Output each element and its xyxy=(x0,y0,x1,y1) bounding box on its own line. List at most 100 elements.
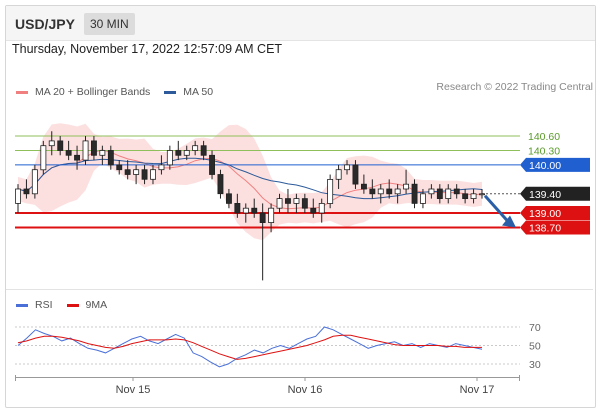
candle xyxy=(91,136,97,161)
candle-body xyxy=(445,188,452,200)
candle-body xyxy=(293,198,300,204)
candle-body xyxy=(57,140,64,151)
forecast-arrow xyxy=(483,194,510,223)
ma9-swatch-icon xyxy=(66,303,79,307)
candle-body xyxy=(470,193,477,200)
candle xyxy=(116,160,123,175)
candle xyxy=(183,145,190,161)
candle-body xyxy=(242,207,249,214)
candle xyxy=(23,179,30,199)
timeframe-button[interactable]: 30 MIN xyxy=(84,13,135,35)
candle xyxy=(276,193,283,214)
candle-body xyxy=(428,188,435,195)
forecast-arrow-head xyxy=(502,215,516,228)
ma50-line xyxy=(17,157,483,200)
candle xyxy=(386,179,393,199)
last-tag xyxy=(520,186,590,201)
rsi-ma-line xyxy=(17,334,482,360)
candle-body xyxy=(158,164,165,171)
candle xyxy=(344,160,350,175)
candle-body xyxy=(403,183,409,190)
candle xyxy=(360,174,367,194)
candle xyxy=(65,140,72,161)
candle xyxy=(284,188,291,214)
legend-rsi: RSI xyxy=(16,299,53,311)
candle-body xyxy=(74,154,80,161)
rsi-tick-label: 70 xyxy=(529,322,541,334)
x-tick-label: Nov 16 xyxy=(288,384,323,396)
candle xyxy=(411,179,418,209)
candle-body xyxy=(15,188,21,204)
candle xyxy=(470,188,477,204)
candle-body xyxy=(453,188,460,195)
candle-body xyxy=(276,198,283,209)
candle-body xyxy=(225,193,232,204)
resistance-label: 140.60 xyxy=(528,131,560,143)
rsi-legend: RSI 9MA xyxy=(16,299,121,311)
candle xyxy=(166,145,173,170)
chart-frame: USD/JPY 30 MIN xyxy=(5,5,596,408)
candle-body xyxy=(352,164,359,185)
pivot-label: 140.00 xyxy=(529,160,561,172)
candle xyxy=(107,145,114,170)
candle xyxy=(175,140,182,161)
rsi-label: RSI xyxy=(35,299,53,311)
candle xyxy=(192,140,199,156)
candle-body xyxy=(394,188,401,195)
rsi-tick-label: 50 xyxy=(529,341,541,353)
candle-body xyxy=(209,154,215,175)
candle xyxy=(200,140,207,161)
candle xyxy=(259,203,266,281)
candle xyxy=(462,188,469,204)
candle-body xyxy=(259,212,266,224)
candle xyxy=(428,184,435,199)
candle-body xyxy=(116,164,123,171)
candle-body xyxy=(436,188,443,200)
candle xyxy=(453,184,460,199)
candle-body xyxy=(183,150,190,156)
datetime-label: Thursday, November 17, 2022 12:57:09 AM … xyxy=(12,42,283,56)
ma50-label: MA 50 xyxy=(183,86,214,98)
candle-body xyxy=(479,193,485,196)
candle xyxy=(217,169,224,199)
candle xyxy=(403,169,409,194)
candle xyxy=(124,160,131,180)
candle-body xyxy=(318,202,325,214)
candle-body xyxy=(411,183,418,204)
candle xyxy=(268,203,275,233)
candle-body xyxy=(166,150,173,166)
candle-body xyxy=(40,145,47,171)
rsi-tick-label: 30 xyxy=(529,359,541,371)
candle xyxy=(377,184,384,204)
support-label: 138.70 xyxy=(529,222,561,234)
candle-body xyxy=(234,202,241,214)
candle xyxy=(369,179,376,199)
x-tick-label: Nov 17 xyxy=(460,384,495,396)
legend-ma20: MA 20 + Bollinger Bands xyxy=(16,86,150,98)
candle-body xyxy=(192,145,199,151)
candle xyxy=(394,184,401,204)
candle-body xyxy=(91,140,97,156)
candle xyxy=(15,184,21,214)
candle-body xyxy=(31,169,38,195)
candle xyxy=(445,184,452,204)
candle-body xyxy=(386,188,393,195)
candle-body xyxy=(377,188,384,195)
candle-body xyxy=(23,188,30,195)
candle xyxy=(419,188,426,209)
candle-body xyxy=(82,140,89,161)
candle-body xyxy=(200,145,207,156)
top-bar: USD/JPY 30 MIN xyxy=(6,6,595,41)
candle xyxy=(40,140,47,175)
candle-body xyxy=(310,207,317,214)
candle-body xyxy=(65,150,72,156)
candle xyxy=(141,164,148,185)
support-tag xyxy=(520,206,590,221)
candle-body xyxy=(284,198,291,204)
research-credit: Research © 2022 Trading Central xyxy=(436,81,593,93)
candle xyxy=(31,164,38,199)
candle-body xyxy=(133,169,140,175)
candle-body xyxy=(141,169,148,180)
candle-body xyxy=(107,150,114,166)
